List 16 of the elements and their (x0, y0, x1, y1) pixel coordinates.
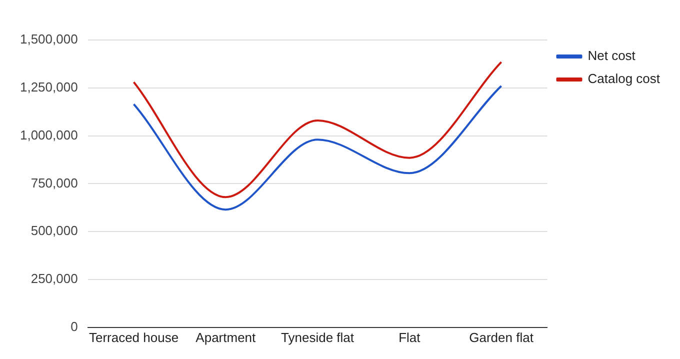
x-tick-label: Garden flat (469, 330, 534, 345)
line-series (132, 61, 502, 198)
line-series (132, 84, 502, 211)
y-tick-label: 1,500,000 (20, 32, 78, 47)
legend-label: Catalog cost (588, 71, 660, 86)
y-tick-label: 1,250,000 (20, 79, 78, 94)
x-tick-label: Tyneside flat (281, 330, 354, 345)
y-tick-label: 1,000,000 (20, 127, 78, 142)
legend-label: Net cost (588, 48, 636, 64)
x-tick-label: Terraced house (88, 330, 179, 345)
x-tick-label: Apartment (196, 330, 256, 345)
y-tick-label: 250,000 (30, 271, 78, 286)
y-tick-label: 0 (70, 318, 78, 334)
x-tick-label: Flat (398, 330, 421, 345)
y-tick-label: 500,000 (30, 223, 78, 238)
y-tick-label: 750,000 (30, 175, 78, 190)
